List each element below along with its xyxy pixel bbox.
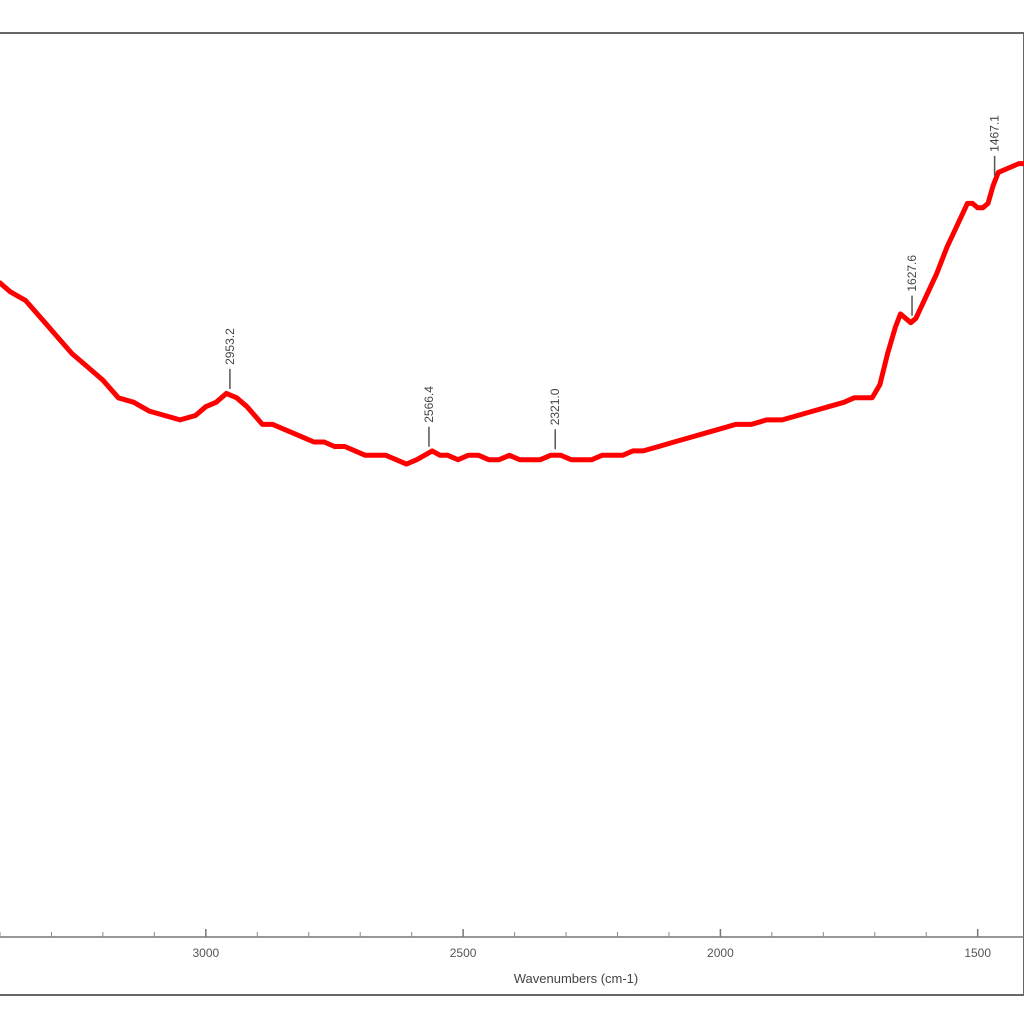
plot-frame [0,32,1024,996]
peak-label: 1627.6 [905,255,919,292]
x-tick-label: 1500 [964,946,991,960]
x-tick-label: 3000 [192,946,219,960]
x-tick-label: 2500 [450,946,477,960]
x-axis-label: Wavenumbers (cm-1) [514,971,638,986]
peak-label: 2566.4 [422,386,436,423]
x-minor-ticks [0,932,927,937]
peak-label: 1467.1 [988,115,1002,152]
spectrum-line [0,161,1024,467]
peak-label: 2321.0 [548,388,562,425]
peak-label: 2953.2 [223,328,237,365]
x-tick-label: 2000 [707,946,734,960]
x-tick-labels: 3000 2500 2000 1500 [192,946,991,960]
x-major-ticks [205,929,979,937]
peak-annotations: 2953.2 2566.4 2321.0 1627.6 1467.1 [223,115,1002,450]
